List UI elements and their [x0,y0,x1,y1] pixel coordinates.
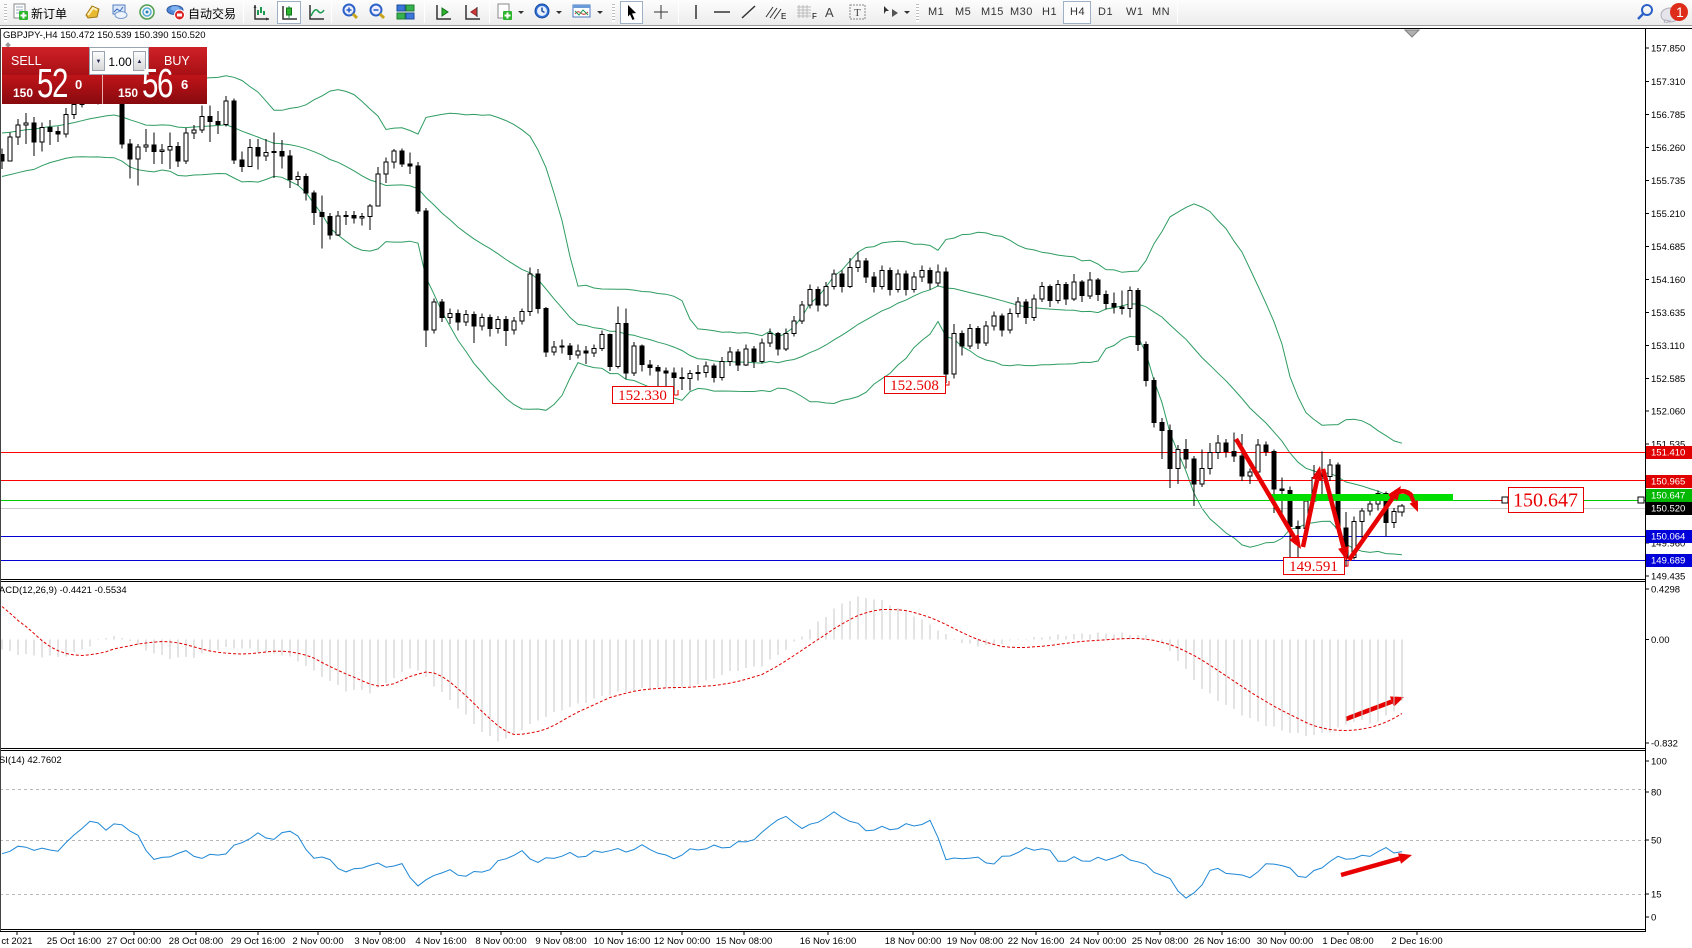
svg-text:22 Nov 16:00: 22 Nov 16:00 [1008,936,1065,947]
svg-text:30 Nov 00:00: 30 Nov 00:00 [1257,936,1314,947]
svg-text:27 Oct 00:00: 27 Oct 00:00 [107,936,161,947]
svg-text:154.160: 154.160 [1651,275,1685,286]
svg-text:150.647: 150.647 [1651,491,1685,502]
svg-text:150.520: 150.520 [1651,504,1685,515]
svg-text:MACD(12,26,9) -0.4421 -0.5534: MACD(12,26,9) -0.4421 -0.5534 [0,585,127,596]
svg-text:157.310: 157.310 [1651,77,1685,88]
svg-text:2 Dec 16:00: 2 Dec 16:00 [1391,936,1442,947]
svg-text:0.00: 0.00 [1651,635,1670,646]
svg-text:152.060: 152.060 [1651,407,1685,418]
svg-text:151.535: 151.535 [1651,440,1685,451]
svg-text:-0.832: -0.832 [1651,739,1678,750]
svg-text:155.735: 155.735 [1651,176,1685,187]
svg-text:28 Oct 08:00: 28 Oct 08:00 [169,936,223,947]
svg-text:153.635: 153.635 [1651,308,1685,319]
svg-text:150.064: 150.064 [1651,532,1685,543]
svg-text:155.210: 155.210 [1651,209,1685,220]
svg-text:ct 2021: ct 2021 [1,936,32,947]
svg-text:4 Nov 16:00: 4 Nov 16:00 [415,936,466,947]
svg-text:F: F [812,12,817,21]
svg-text:26 Nov 16:00: 26 Nov 16:00 [1194,936,1251,947]
svg-text:16 Nov 16:00: 16 Nov 16:00 [800,936,857,947]
svg-text:T: T [854,7,861,19]
svg-text:29 Oct 16:00: 29 Oct 16:00 [231,936,285,947]
svg-text:150.965: 150.965 [1651,477,1685,488]
svg-text:15: 15 [1651,890,1662,901]
svg-text:150.647: 150.647 [1513,490,1578,512]
svg-text:1: 1 [1676,4,1684,20]
svg-text:154.685: 154.685 [1651,242,1685,253]
svg-text:80: 80 [1651,788,1662,799]
svg-text:149.689: 149.689 [1651,556,1685,567]
svg-text:1 Dec 08:00: 1 Dec 08:00 [1322,936,1373,947]
svg-text:156.260: 156.260 [1651,143,1685,154]
svg-text:3 Nov 08:00: 3 Nov 08:00 [354,936,405,947]
svg-text:2 Nov 00:00: 2 Nov 00:00 [292,936,343,947]
svg-text:153.110: 153.110 [1651,341,1685,352]
svg-text:50: 50 [1651,836,1662,847]
svg-text:149.591: 149.591 [1289,559,1338,575]
svg-text:100: 100 [1651,757,1667,768]
svg-text:151.410: 151.410 [1651,448,1685,459]
svg-text:25 Nov 08:00: 25 Nov 08:00 [1132,936,1189,947]
svg-text:152.508: 152.508 [890,378,939,394]
svg-text:149.960: 149.960 [1651,538,1685,549]
svg-text:GBPJPY-,H4 150.472 150.539 15: GBPJPY-,H4 150.472 150.539 150.390 150.5… [3,30,205,41]
svg-text:0.4298: 0.4298 [1651,585,1680,596]
svg-text:0: 0 [1651,913,1656,924]
svg-text:152.585: 152.585 [1651,374,1685,385]
svg-text:24 Nov 00:00: 24 Nov 00:00 [1070,936,1127,947]
svg-text:RSI(14) 42.7602: RSI(14) 42.7602 [0,755,62,766]
svg-text:8 Nov 00:00: 8 Nov 00:00 [475,936,526,947]
svg-text:E: E [781,12,786,21]
svg-text:9 Nov 08:00: 9 Nov 08:00 [535,936,586,947]
svg-text:10 Nov 16:00: 10 Nov 16:00 [594,936,651,947]
svg-text:152.330: 152.330 [618,388,667,404]
svg-text:19 Nov 08:00: 19 Nov 08:00 [947,936,1004,947]
svg-text:157.850: 157.850 [1651,43,1685,54]
svg-text:12 Nov 00:00: 12 Nov 00:00 [654,936,711,947]
svg-text:A: A [825,5,834,20]
svg-text:149.435: 149.435 [1651,571,1685,582]
svg-text:15 Nov 08:00: 15 Nov 08:00 [716,936,773,947]
svg-text:18 Nov 00:00: 18 Nov 00:00 [885,936,942,947]
svg-text:156.785: 156.785 [1651,110,1685,121]
svg-text:25 Oct 16:00: 25 Oct 16:00 [47,936,101,947]
